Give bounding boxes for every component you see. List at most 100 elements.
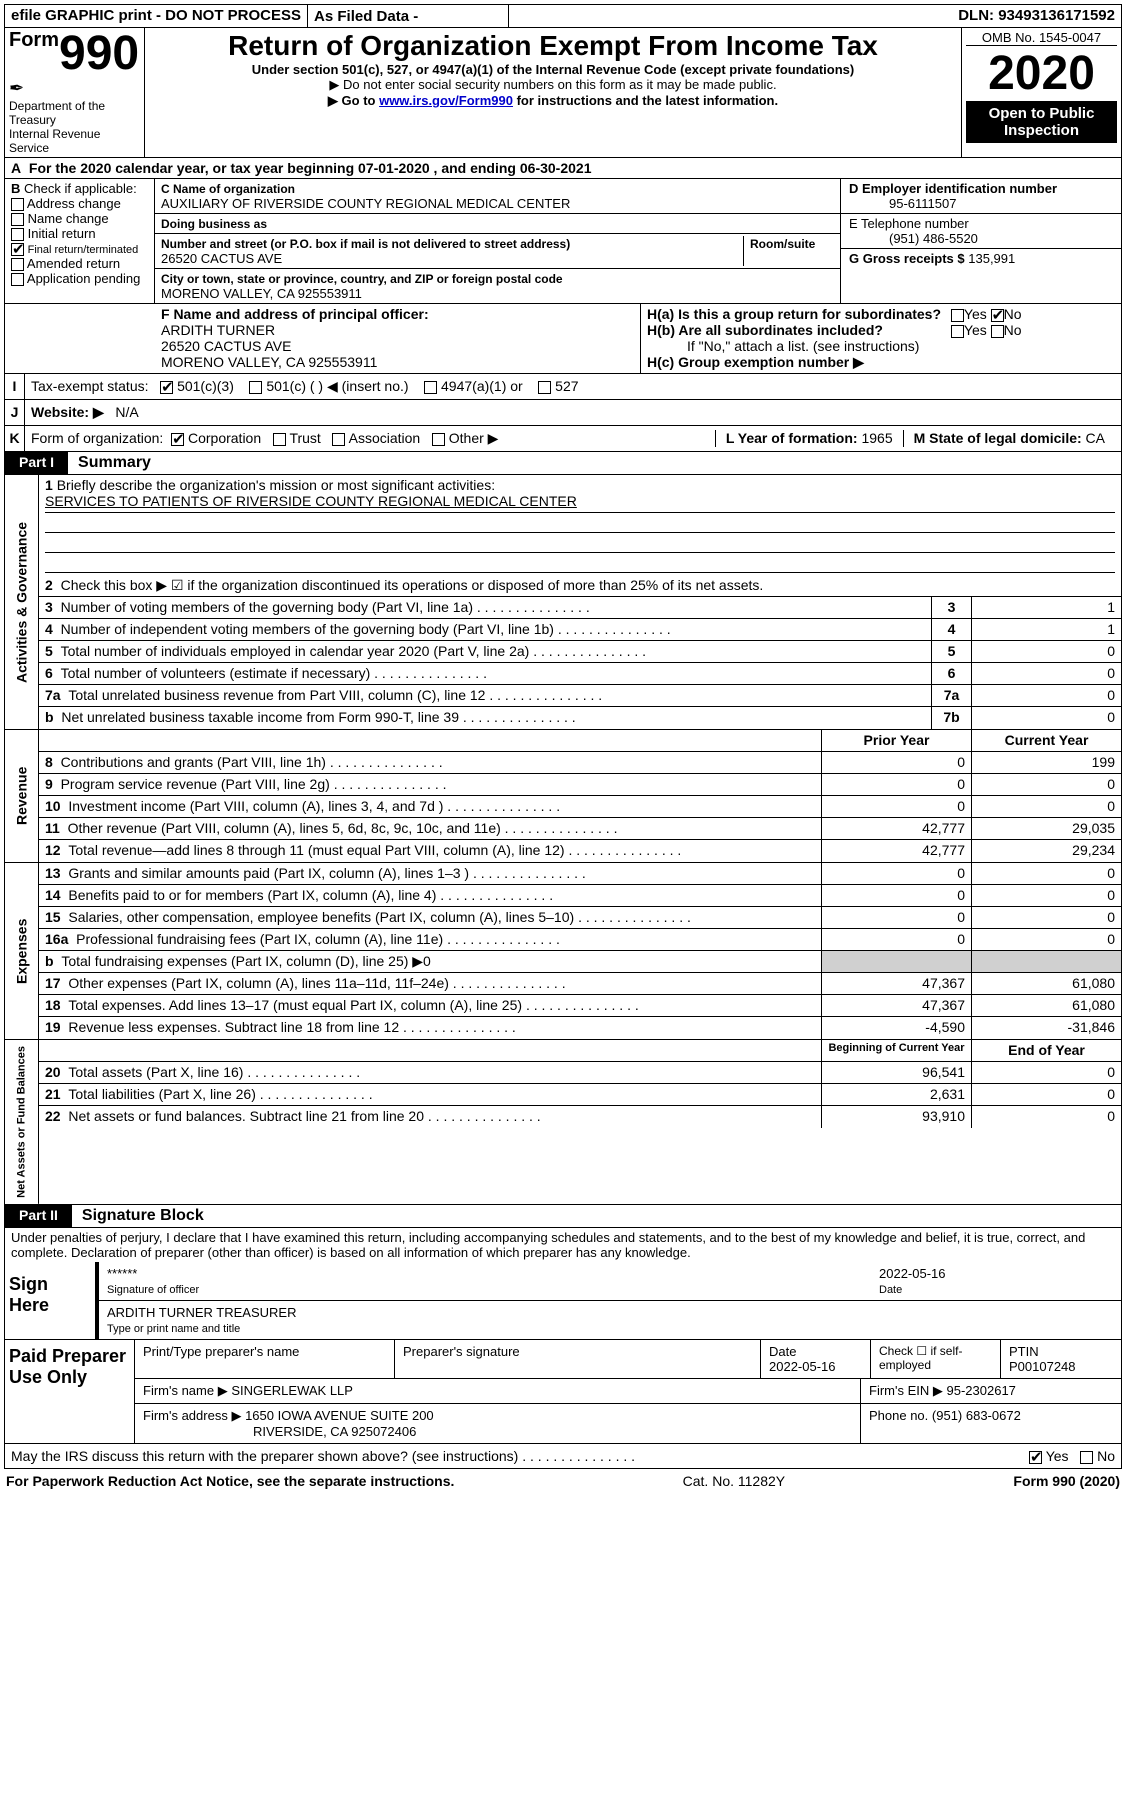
section-FH: F Name and address of principal officer:… — [4, 304, 1122, 374]
firm-phone-label: Phone no. — [869, 1408, 928, 1423]
b-opt-3: Final return/terminated — [28, 244, 139, 256]
i-opt1: 501(c)(3) — [177, 378, 234, 394]
j-label: Website: ▶ — [31, 404, 104, 420]
b-opt-0: Address change — [27, 196, 121, 211]
officer-city: MORENO VALLEY, CA 925553911 — [161, 354, 377, 370]
page-footer: For Paperwork Reduction Act Notice, see … — [4, 1469, 1122, 1493]
b-opt-4: Amended return — [27, 256, 120, 271]
vlabel-expenses: Expenses — [5, 863, 39, 1039]
section-C: C Name of organization AUXILIARY OF RIVE… — [155, 179, 841, 303]
sub3-pre: ▶ Go to — [328, 93, 379, 108]
part-ii-tab: Part II — [5, 1205, 72, 1227]
firm-addr2: RIVERSIDE, CA 925072406 — [143, 1424, 852, 1439]
footer-mid: Cat. No. 11282Y — [683, 1473, 785, 1489]
officer-name-label: Type or print name and title — [107, 1323, 240, 1335]
label-A: A — [11, 160, 21, 176]
l-value: 1965 — [861, 430, 892, 446]
dln-value: 93493136171592 — [998, 7, 1115, 24]
city-label: City or town, state or province, country… — [161, 272, 563, 286]
mission-text: SERVICES TO PATIENTS OF RIVERSIDE COUNTY… — [45, 493, 577, 509]
part-i-title: Summary — [68, 452, 161, 474]
c-name-label: C Name of organization — [161, 182, 295, 196]
q2-text: Check this box ▶ ☑ if the organization d… — [61, 577, 764, 593]
mission-block: 1 Briefly describe the organization's mi… — [39, 475, 1121, 575]
b-label: Check if applicable: — [24, 181, 137, 196]
firm-addr-label: Firm's address ▶ — [143, 1408, 241, 1423]
b-opt-1: Name change — [28, 211, 109, 226]
officer-signed-name: ARDITH TURNER TREASURER — [107, 1305, 296, 1320]
i-opt3: 4947(a)(1) or — [441, 378, 523, 394]
period-text: For the 2020 calendar year, or tax year … — [29, 160, 592, 176]
hc-label: H(c) Group exemption number ▶ — [647, 354, 864, 370]
gross-value: 135,991 — [968, 251, 1015, 266]
section-H: H(a) Is this a group return for subordin… — [641, 304, 1121, 373]
part-ii-header: Part II Signature Block — [4, 1205, 1122, 1228]
phone-value: (951) 486-5520 — [849, 231, 1113, 246]
dept-treasury: Department of the Treasury Internal Reve… — [9, 99, 140, 155]
summary-netassets: Net Assets or Fund Balances Beginning of… — [4, 1040, 1122, 1205]
section-F: F Name and address of principal officer:… — [155, 304, 641, 373]
website-value: N/A — [115, 404, 138, 420]
h-note: If "No," attach a list. (see instruction… — [647, 338, 1115, 354]
form-num: 990 — [59, 27, 139, 80]
period-row: A For the 2020 calendar year, or tax yea… — [4, 158, 1122, 179]
open-to-public: Open to Public Inspection — [966, 101, 1117, 143]
officer-addr: 26520 CACTUS AVE — [161, 338, 291, 354]
ha-label: H(a) Is this a group return for subordin… — [647, 306, 947, 322]
summary-expenses: Expenses 13 Grants and similar amounts p… — [4, 863, 1122, 1040]
dln-cell: DLN: 93493136171592 — [952, 5, 1121, 27]
prep-date: 2022-05-16 — [769, 1359, 836, 1374]
vlabel-revenue: Revenue — [5, 730, 39, 862]
part-i-header: Part I Summary — [4, 452, 1122, 475]
asfiled-text: As Filed Data - — [314, 8, 418, 25]
f-label: F Name and address of principal officer: — [161, 306, 429, 322]
current-year-hdr: Current Year — [971, 730, 1121, 751]
asfiled-input[interactable] — [422, 7, 502, 25]
section-I: I Tax-exempt status: 501(c)(3) 501(c) ( … — [4, 374, 1122, 400]
b-opt-5: Application pending — [27, 271, 140, 286]
k-label: Form of organization: — [31, 430, 163, 446]
section-D: D Employer identification number 95-6111… — [841, 179, 1121, 303]
k-opt1: Trust — [289, 430, 320, 446]
org-name: AUXILIARY OF RIVERSIDE COUNTY REGIONAL M… — [161, 196, 570, 211]
i-opt2: 501(c) ( ) ◀ (insert no.) — [266, 378, 408, 394]
dba-label: Doing business as — [161, 217, 267, 231]
tax-year: 2020 — [966, 46, 1117, 101]
prep-h4: PTIN — [1009, 1344, 1039, 1359]
part-i-tab: Part I — [5, 452, 68, 474]
discuss-row: May the IRS discuss this return with the… — [4, 1444, 1122, 1469]
room-label: Room/suite — [750, 237, 815, 251]
ha-yes: Yes — [964, 306, 987, 322]
sub3-post: for instructions and the latest informat… — [513, 93, 778, 108]
sign-here-block: Sign Here ****** Signature of officer 20… — [4, 1262, 1122, 1340]
sig-officer-label: Signature of officer — [107, 1284, 199, 1296]
i-opt4: 527 — [555, 378, 578, 394]
omb-number: OMB No. 1545-0047 — [966, 30, 1117, 46]
vlabel-governance: Activities & Governance — [5, 475, 39, 729]
header-sub1: Under section 501(c), 527, or 4947(a)(1)… — [149, 62, 957, 77]
irs-link[interactable]: www.irs.gov/Form990 — [379, 93, 513, 108]
m-label: M State of legal domicile: — [914, 430, 1082, 446]
ein-value: 95-6111507 — [849, 196, 1113, 211]
street-address: 26520 CACTUS AVE — [161, 251, 282, 266]
prep-h1: Preparer's signature — [395, 1340, 761, 1378]
section-KLM: K Form of organization: Corporation Trus… — [4, 426, 1122, 452]
phone-label: E Telephone number — [849, 216, 969, 231]
hb-label: H(b) Are all subordinates included? — [647, 322, 947, 338]
paid-preparer-block: Paid Preparer Use Only Print/Type prepar… — [4, 1340, 1122, 1444]
q1-text: Briefly describe the organization's miss… — [57, 477, 495, 493]
perjury-text: Under penalties of perjury, I declare th… — [4, 1228, 1122, 1262]
discuss-yes: Yes — [1046, 1448, 1069, 1464]
addr-label: Number and street (or P.O. box if mail i… — [161, 237, 570, 251]
form-number: Form990 — [9, 30, 140, 78]
bocy-hdr: Beginning of Current Year — [821, 1040, 971, 1061]
k-opt2: Association — [349, 430, 421, 446]
vlabel-netassets: Net Assets or Fund Balances — [5, 1040, 39, 1204]
summary-governance: Activities & Governance 1 Briefly descri… — [4, 475, 1122, 730]
entity-block: B Check if applicable: Address change Na… — [4, 179, 1122, 304]
prep-check: Check ☐ if self-employed — [871, 1340, 1001, 1378]
eoy-hdr: End of Year — [971, 1040, 1121, 1061]
dln-label: DLN: — [958, 7, 994, 24]
officer-name: ARDITH TURNER — [161, 322, 275, 338]
gross-label: G Gross receipts $ — [849, 251, 965, 266]
